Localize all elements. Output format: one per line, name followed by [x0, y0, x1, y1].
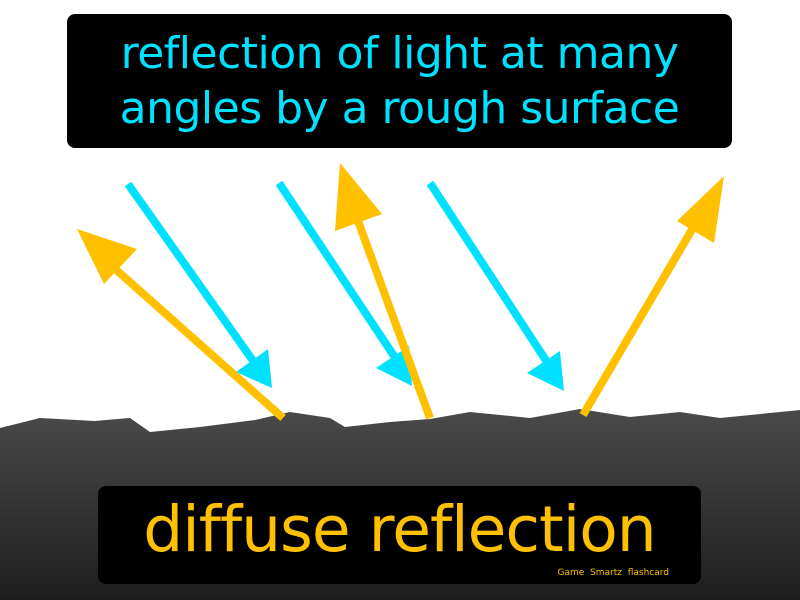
- incident-ray-1: [124, 181, 272, 388]
- reflected-ray-3: [579, 176, 724, 418]
- reflected-ray-1: [77, 229, 286, 421]
- definition-box: reflection of light at many angles by a …: [67, 14, 732, 148]
- term-box: diffuse reflection Game Smartz flashcard: [98, 486, 701, 584]
- incident-ray-3: [426, 180, 564, 391]
- term-title: diffuse reflection: [143, 493, 656, 566]
- incident-ray-2: [275, 180, 412, 386]
- definition-line-2: angles by a rough surface: [119, 83, 680, 134]
- definition-line-1: reflection of light at many: [120, 28, 679, 79]
- reflected-ray-2: [335, 163, 434, 420]
- watermark: Game Smartz flashcard: [557, 568, 669, 578]
